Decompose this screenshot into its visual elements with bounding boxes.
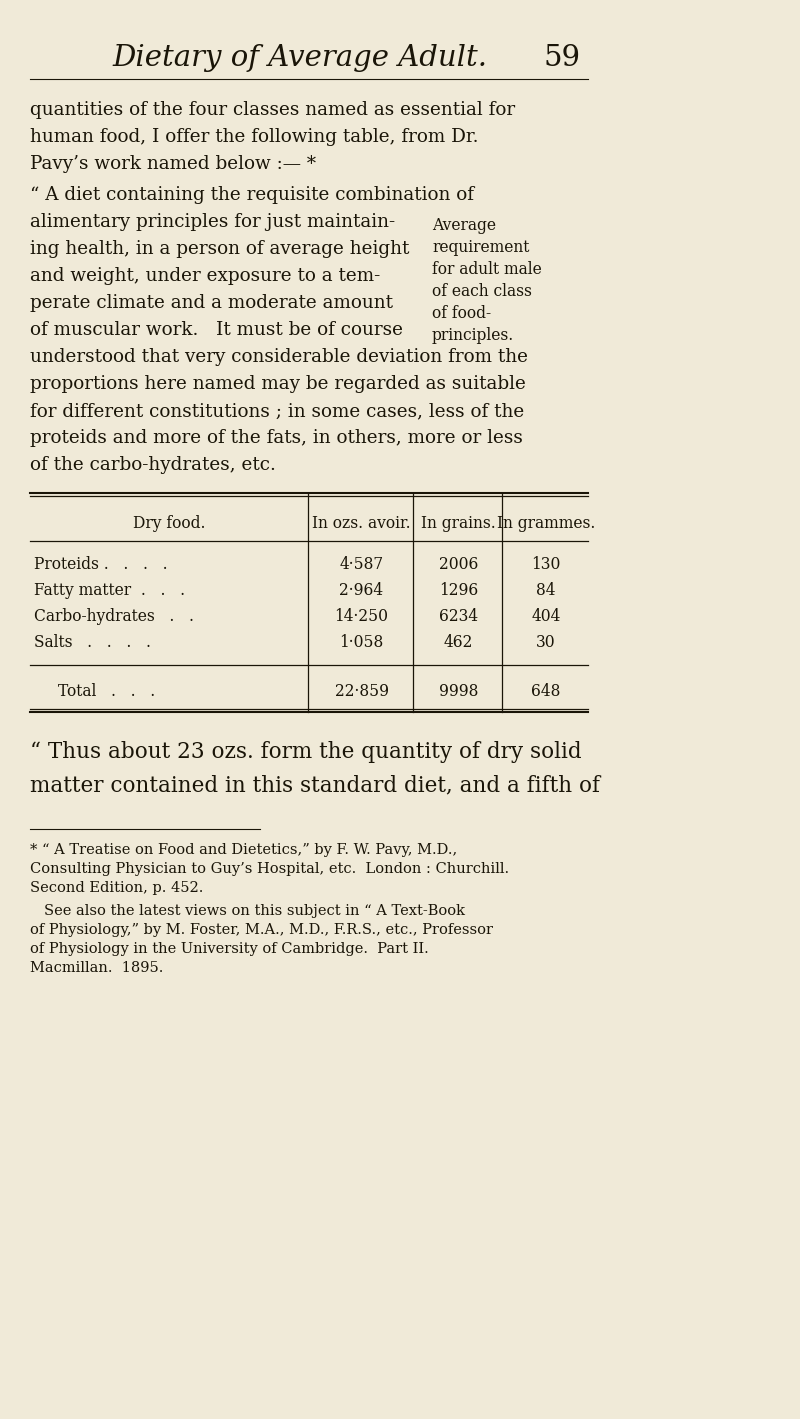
Text: Salts   .   .   .   .: Salts . . . . [34,634,151,651]
Text: Proteids .   .   .   .: Proteids . . . . [34,556,168,573]
Text: proteids and more of the fats, in others, more or less: proteids and more of the fats, in others… [30,429,523,447]
Text: principles.: principles. [432,326,514,343]
Text: requirement: requirement [432,238,530,255]
Text: Total   .   .   .: Total . . . [58,683,155,700]
Text: Second Edition, p. 452.: Second Edition, p. 452. [30,881,203,895]
Text: for adult male: for adult male [432,261,542,278]
Text: 1·058: 1·058 [339,634,384,651]
Text: 648: 648 [531,683,561,700]
Text: and weight, under exposure to a tem-: and weight, under exposure to a tem- [30,267,380,285]
Text: Dietary of Average Adult.: Dietary of Average Adult. [113,44,487,72]
Text: of each class: of each class [432,282,532,299]
Text: human food, I offer the following table, from Dr.: human food, I offer the following table,… [30,128,478,146]
Text: 2·964: 2·964 [339,582,383,599]
Text: In grammes.: In grammes. [497,515,595,532]
Text: 4·587: 4·587 [339,556,383,573]
Text: 22·859: 22·859 [334,683,389,700]
Text: matter contained in this standard diet, and a fifth of: matter contained in this standard diet, … [30,773,600,796]
Text: 1296: 1296 [439,582,478,599]
Text: “ A diet containing the requisite combination of: “ A diet containing the requisite combin… [30,186,474,204]
Text: Carbo-hydrates   .   .: Carbo-hydrates . . [34,607,194,624]
Text: 6234: 6234 [439,607,478,624]
Text: proportions here named may be regarded as suitable: proportions here named may be regarded a… [30,375,526,393]
Text: quantities of the four classes named as essential for: quantities of the four classes named as … [30,101,515,119]
Text: 404: 404 [531,607,561,624]
Text: 130: 130 [531,556,561,573]
Text: 84: 84 [536,582,556,599]
Text: of Physiology,” by M. Foster, M.A., M.D., F.R.S., etc., Professor: of Physiology,” by M. Foster, M.A., M.D.… [30,922,493,937]
Text: 14·250: 14·250 [334,607,389,624]
Text: of the carbo-hydrates, etc.: of the carbo-hydrates, etc. [30,455,276,474]
Text: 2006: 2006 [439,556,478,573]
Text: 30: 30 [536,634,556,651]
Text: of Physiology in the University of Cambridge.  Part II.: of Physiology in the University of Cambr… [30,942,429,956]
Text: of food-: of food- [432,305,491,322]
Text: for different constitutions ; in some cases, less of the: for different constitutions ; in some ca… [30,402,524,420]
Text: In ozs. avoir.: In ozs. avoir. [312,515,411,532]
Text: 59: 59 [543,44,580,72]
Text: See also the latest views on this subject in “ A Text-Book: See also the latest views on this subjec… [44,904,465,918]
Text: 462: 462 [444,634,473,651]
Text: Consulting Physician to Guy’s Hospital, etc.  London : Churchill.: Consulting Physician to Guy’s Hospital, … [30,861,509,876]
Text: 9998: 9998 [439,683,478,700]
Text: Average: Average [432,217,496,234]
Text: Fatty matter  .   .   .: Fatty matter . . . [34,582,185,599]
Text: alimentary principles for just maintain-: alimentary principles for just maintain- [30,213,395,231]
Text: of muscular work.   It must be of course: of muscular work. It must be of course [30,321,403,339]
Text: perate climate and a moderate amount: perate climate and a moderate amount [30,294,393,312]
Text: In grains.: In grains. [421,515,496,532]
Text: * “ A Treatise on Food and Dietetics,” by F. W. Pavy, M.D.,: * “ A Treatise on Food and Dietetics,” b… [30,843,458,857]
Text: understood that very considerable deviation from the: understood that very considerable deviat… [30,348,528,366]
Text: “ Thus about 23 ozs. form the quantity of dry solid: “ Thus about 23 ozs. form the quantity o… [30,741,582,763]
Text: Dry food.: Dry food. [133,515,206,532]
Text: Macmillan.  1895.: Macmillan. 1895. [30,961,163,975]
Text: Pavy’s work named below :— *: Pavy’s work named below :— * [30,155,316,173]
Text: ing health, in a person of average height: ing health, in a person of average heigh… [30,240,410,258]
